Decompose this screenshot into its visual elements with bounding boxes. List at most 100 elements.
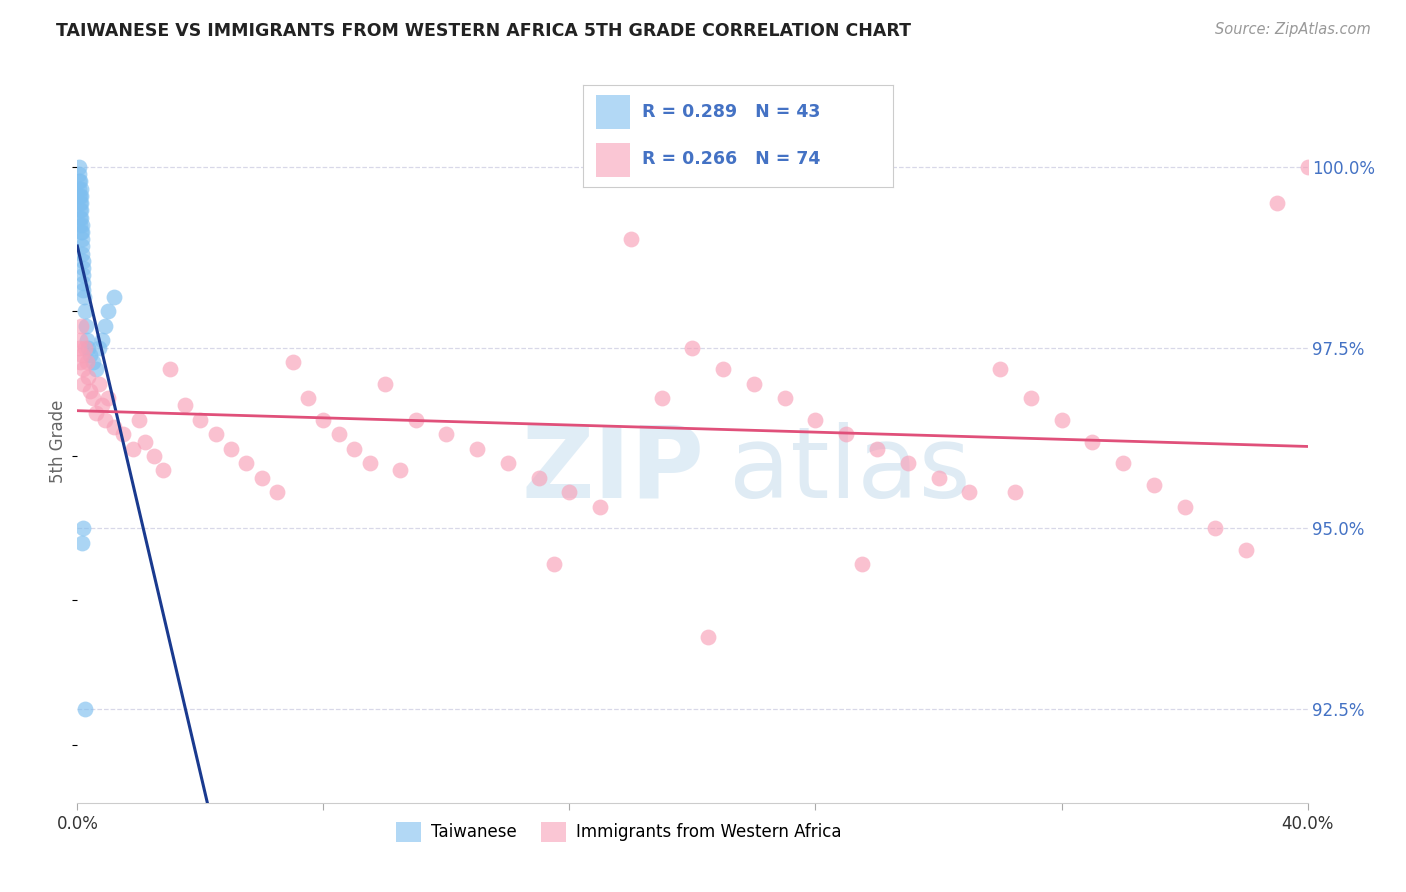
Point [67,174,90,188]
Point [73,702,96,716]
Point [866,442,889,456]
Point [851,558,873,572]
Point [558,485,581,500]
Point [67,160,90,174]
Point [266,485,288,500]
Point [90,399,114,413]
Point [82,391,104,405]
Point [112,427,135,442]
Point [696,630,718,644]
Point [188,413,212,427]
Text: R = 0.289   N = 43: R = 0.289 N = 43 [643,103,821,121]
Point [76,334,98,348]
Point [72,276,94,290]
Point [1174,500,1197,514]
Point [465,442,488,456]
Legend: Taiwanese, Immigrants from Western Africa: Taiwanese, Immigrants from Western Afric… [389,815,848,848]
Point [67,341,90,355]
Point [69,182,91,196]
Point [70,225,93,239]
Point [250,471,273,485]
Point [1265,196,1288,211]
Point [79,348,101,362]
Point [70,218,93,232]
Point [72,261,94,276]
Point [389,463,412,477]
Text: Source: ZipAtlas.com: Source: ZipAtlas.com [1215,22,1371,37]
Point [174,399,197,413]
Point [72,521,94,535]
Point [1296,160,1319,174]
Point [835,427,858,442]
Point [204,427,226,442]
Point [73,304,96,318]
Point [72,362,94,376]
Point [343,442,366,456]
Point [742,376,765,391]
Point [76,355,98,369]
Point [1204,521,1226,535]
Point [297,391,319,405]
Point [72,254,94,268]
Point [73,290,96,304]
Point [70,211,93,225]
Point [72,268,94,283]
Point [1019,391,1042,405]
Point [620,232,643,246]
Point [94,318,117,333]
Point [682,341,704,355]
Point [72,376,94,391]
Point [897,456,920,470]
Point [128,413,150,427]
Point [69,203,91,218]
Point [773,391,796,405]
Point [159,362,181,376]
Point [1234,543,1257,558]
Bar [596,144,630,177]
Point [134,434,156,449]
Point [69,196,91,211]
Point [77,369,100,384]
Point [804,413,827,427]
Point [69,167,91,181]
Point [70,239,93,253]
Point [152,463,174,477]
Point [1143,478,1166,492]
Text: ZIP: ZIP [522,422,704,519]
Point [97,391,120,405]
Point [496,456,519,470]
Point [97,304,120,318]
Point [328,427,350,442]
Point [70,189,93,203]
Point [67,189,90,203]
Point [374,376,396,391]
Point [69,189,91,203]
Point [589,500,612,514]
Point [121,442,143,456]
Point [70,318,93,333]
Point [235,456,257,470]
Text: R = 0.266   N = 74: R = 0.266 N = 74 [643,150,821,168]
Point [70,225,93,239]
Point [84,362,107,376]
Point [103,420,125,434]
Point [69,218,91,232]
Point [69,196,91,211]
Point [70,203,93,218]
Point [75,318,97,333]
Point [281,355,304,369]
Point [69,355,91,369]
Y-axis label: 5th Grade: 5th Grade [49,400,67,483]
Point [219,442,242,456]
Point [87,376,110,391]
Point [72,283,94,297]
Point [77,341,100,355]
Point [79,384,101,398]
Bar [596,95,630,128]
Point [69,174,91,188]
Point [82,355,104,369]
Point [70,535,93,549]
Point [70,348,93,362]
Point [359,456,381,470]
Point [1050,413,1073,427]
